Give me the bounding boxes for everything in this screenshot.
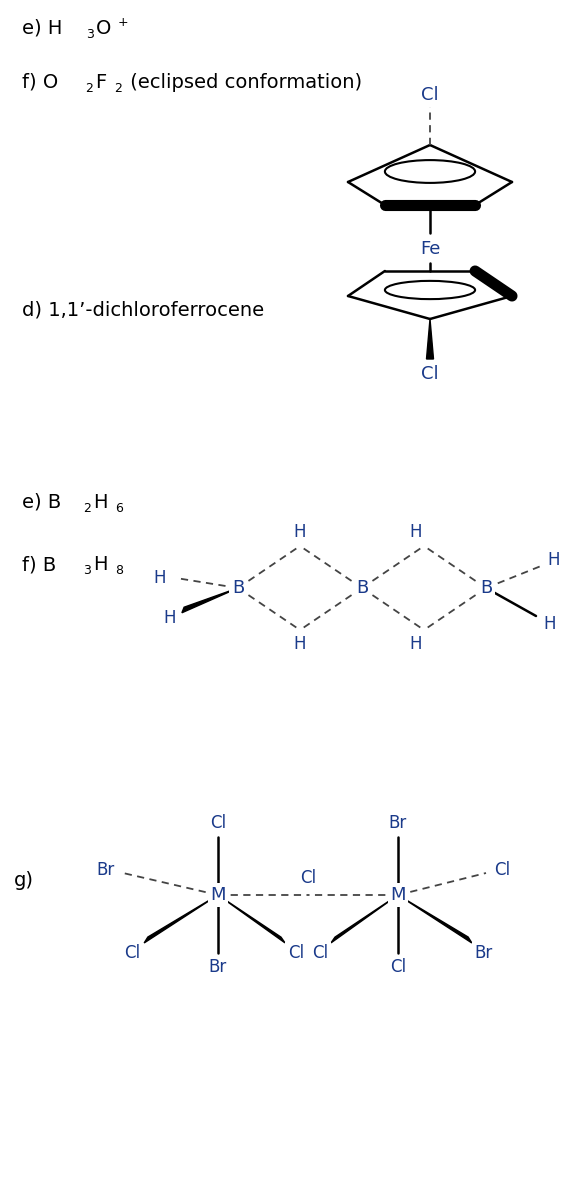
Text: H: H bbox=[548, 551, 560, 570]
Polygon shape bbox=[218, 895, 285, 942]
Text: B: B bbox=[356, 579, 368, 597]
Text: H: H bbox=[93, 493, 108, 511]
Text: Cl: Cl bbox=[312, 944, 328, 961]
Text: Cl: Cl bbox=[390, 958, 406, 976]
Text: Br: Br bbox=[97, 861, 115, 879]
Text: H: H bbox=[164, 609, 176, 628]
Text: 2: 2 bbox=[85, 82, 93, 95]
Text: B: B bbox=[232, 579, 244, 597]
Text: Cl: Cl bbox=[300, 869, 316, 887]
Text: H: H bbox=[294, 523, 306, 541]
Text: 3: 3 bbox=[83, 565, 91, 578]
Text: O: O bbox=[96, 19, 112, 38]
Text: 8: 8 bbox=[115, 565, 123, 578]
Polygon shape bbox=[398, 895, 472, 942]
Text: 2: 2 bbox=[114, 82, 122, 95]
Text: +: + bbox=[118, 15, 129, 28]
Text: H: H bbox=[154, 570, 166, 587]
Polygon shape bbox=[427, 318, 434, 359]
Text: Cl: Cl bbox=[124, 944, 140, 961]
Text: 2: 2 bbox=[83, 502, 91, 515]
Text: H: H bbox=[294, 635, 306, 654]
Text: (eclipsed conformation): (eclipsed conformation) bbox=[124, 72, 362, 91]
Text: H: H bbox=[93, 555, 108, 574]
Text: Cl: Cl bbox=[421, 365, 439, 382]
Text: Br: Br bbox=[209, 958, 227, 976]
Text: F: F bbox=[95, 72, 106, 91]
Text: Cl: Cl bbox=[210, 815, 226, 832]
Text: Cl: Cl bbox=[421, 86, 439, 104]
Text: H: H bbox=[544, 614, 556, 633]
Text: Br: Br bbox=[475, 944, 493, 961]
Text: H: H bbox=[410, 635, 423, 654]
Text: 6: 6 bbox=[115, 502, 123, 515]
Text: M: M bbox=[210, 886, 226, 905]
Text: B: B bbox=[480, 579, 492, 597]
Text: Cl: Cl bbox=[288, 944, 304, 961]
Text: g): g) bbox=[14, 870, 34, 889]
Text: 3: 3 bbox=[86, 27, 94, 40]
Text: Cl: Cl bbox=[494, 861, 510, 879]
Text: e) H: e) H bbox=[22, 19, 62, 38]
Text: e) B: e) B bbox=[22, 493, 61, 511]
Polygon shape bbox=[182, 588, 238, 613]
Text: d) 1,1’-dichloroferrocene: d) 1,1’-dichloroferrocene bbox=[22, 301, 264, 320]
Polygon shape bbox=[144, 895, 218, 942]
Text: Br: Br bbox=[389, 815, 407, 832]
Text: f) O: f) O bbox=[22, 72, 58, 91]
Text: Fe: Fe bbox=[420, 240, 440, 258]
Text: M: M bbox=[390, 886, 406, 905]
Polygon shape bbox=[331, 895, 398, 942]
Text: H: H bbox=[410, 523, 423, 541]
Text: f) B: f) B bbox=[22, 555, 56, 574]
